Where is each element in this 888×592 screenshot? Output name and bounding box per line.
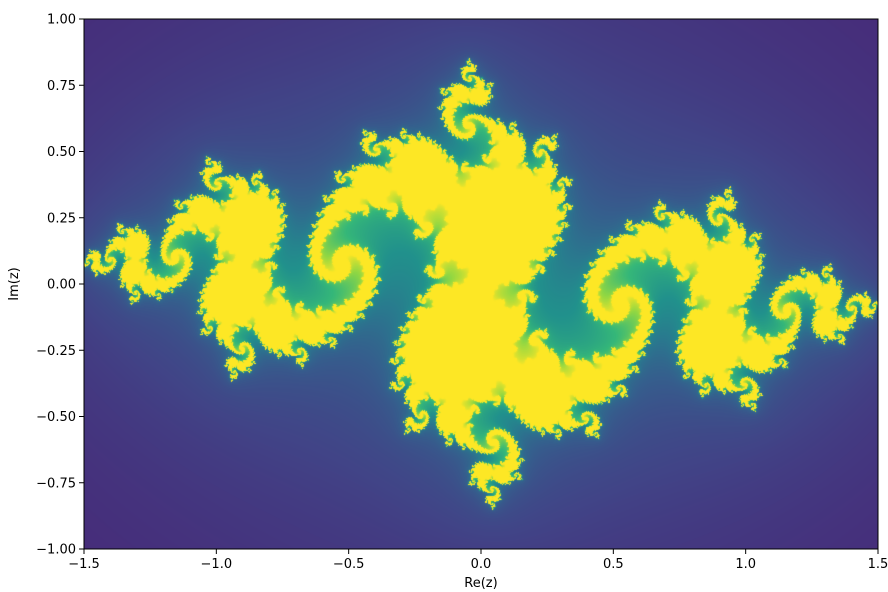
x-tick-label: 0.5 (603, 557, 624, 572)
julia-set-heatmap (84, 19, 878, 549)
y-tick-label: 0.00 (47, 278, 76, 293)
y-tick-label: 0.75 (47, 79, 76, 94)
x-axis-ticks: −1.5 −1.0 −0.5 0.0 0.5 1.0 1.5 (68, 549, 888, 572)
x-tick-label: −0.5 (333, 557, 365, 572)
y-axis-ticks: 1.00 0.75 0.50 0.25 0.00 −0.25 −0.50 −0.75 −1.00 (36, 13, 84, 558)
x-tick-label: −1.0 (201, 557, 233, 572)
x-axis-label: Re(z) (464, 576, 497, 591)
y-tick-label: 0.50 (47, 145, 76, 160)
x-tick-label: −1.5 (68, 557, 100, 572)
y-tick-label: −1.00 (36, 543, 76, 558)
y-tick-label: 1.00 (47, 13, 76, 28)
x-tick-label: 1.0 (735, 557, 756, 572)
y-tick-label: −0.75 (36, 476, 76, 491)
y-tick-label: −0.25 (36, 344, 76, 359)
x-tick-label: 1.5 (868, 557, 888, 572)
y-tick-label: 0.25 (47, 211, 76, 226)
x-tick-label: 0.0 (471, 557, 492, 572)
y-axis-label: Im(z) (7, 267, 22, 300)
y-tick-label: −0.50 (36, 410, 76, 425)
